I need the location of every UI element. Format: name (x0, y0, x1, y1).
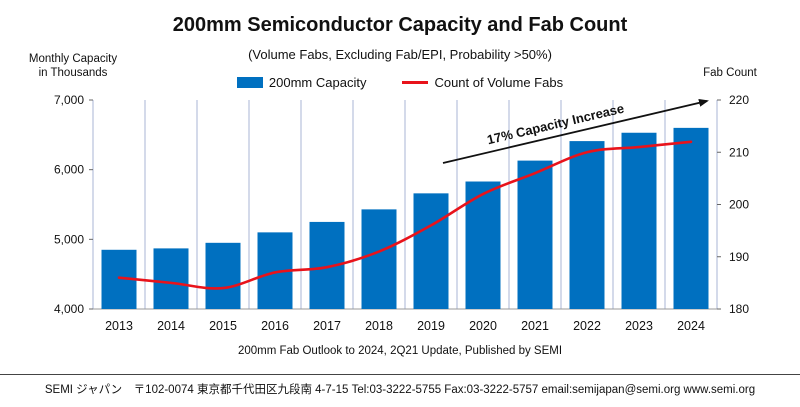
left-axis-label: Monthly Capacity in Thousands (18, 52, 128, 80)
x-axis-tick-label: 2017 (313, 319, 341, 333)
x-axis-tick-label: 2014 (157, 319, 185, 333)
capacity-increase-arrow (442, 98, 709, 164)
left-axis-label-line2: in Thousands (38, 67, 108, 79)
legend: 200mm Capacity Count of Volume Fabs (0, 75, 800, 90)
capacity-bar (673, 127, 709, 309)
chart-title: 200mm Semiconductor Capacity and Fab Cou… (172, 14, 628, 36)
right-axis-tick-label: 210 (729, 145, 749, 159)
right-axis-tick-label: 180 (729, 302, 749, 316)
footer-divider (0, 374, 800, 375)
x-axis-tick-label: 2016 (261, 319, 289, 333)
source-note: 200mm Fab Outlook to 2024, 2Q21 Update, … (237, 345, 563, 357)
capacity-bar (413, 193, 449, 309)
fab-count-line (117, 140, 693, 290)
x-axis-tick-label: 2018 (365, 319, 393, 333)
capacity-increase-annotation: 17% Capacity Increase (486, 101, 626, 148)
left-axis-label-line1: Monthly Capacity (28, 53, 118, 65)
right-axis-tick-label: 200 (729, 198, 749, 212)
left-axis-tick-label: 5,000 (54, 232, 84, 246)
legend-label-fab-count: Count of Volume Fabs (434, 75, 564, 90)
chart-plot: 4,000 5,000 6,000 7,000 180 190 200 210 220 2013 2… (54, 93, 749, 333)
x-axis-tick-label: 2024 (677, 319, 705, 333)
left-axis-tick-label: 4,000 (54, 302, 84, 316)
x-axis-tick-label: 2020 (469, 319, 497, 333)
x-axis-tick-label: 2013 (105, 319, 133, 333)
capacity-bar (569, 141, 605, 309)
footer-contact: SEMI ジャパン 〒102-0074 東京都千代田区九段南 4-7-15 Te… (44, 384, 756, 396)
capacity-bar (205, 242, 241, 309)
x-axis-tick-label: 2019 (417, 319, 445, 333)
right-axis-tick-label: 220 (729, 93, 749, 107)
x-axis-tick-label: 2021 (521, 319, 549, 333)
legend-label-capacity: 200mm Capacity (268, 75, 367, 90)
capacity-bar (517, 160, 553, 309)
legend-swatch-bar (236, 77, 263, 88)
legend-swatch-line (402, 81, 429, 84)
capacity-bar (465, 181, 501, 309)
legend-item-capacity: 200mm Capacity (236, 75, 367, 90)
left-axis-tick-label: 7,000 (54, 93, 84, 107)
x-axis-tick-label: 2022 (573, 319, 601, 333)
right-axis-label: Fab Count (703, 67, 757, 79)
capacity-bar (621, 132, 657, 309)
x-axis-tick-label: 2015 (209, 319, 237, 333)
left-axis-tick-label: 6,000 (54, 163, 84, 177)
x-axis-tick-label: 2023 (625, 319, 653, 333)
right-axis-tick-label: 190 (729, 250, 749, 264)
capacity-bar (361, 209, 397, 309)
capacity-bar (153, 248, 189, 309)
chart-subtitle: (Volume Fabs, Excluding Fab/EPI, Probabi… (248, 47, 552, 62)
legend-item-fab-count: Count of Volume Fabs (402, 75, 563, 90)
